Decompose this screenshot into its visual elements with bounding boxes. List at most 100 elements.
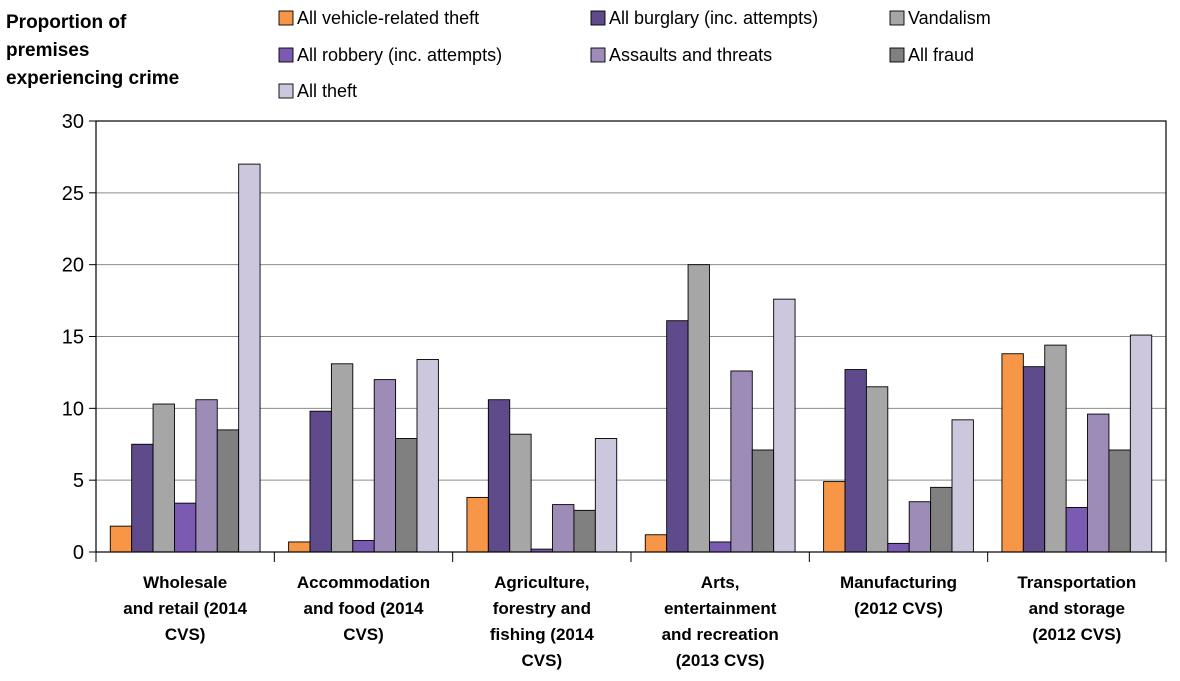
category-label: Transportation and storage (2012 CVS) bbox=[1017, 573, 1136, 644]
legend-swatch bbox=[278, 10, 294, 26]
category-labels: Wholesale and retail (2014 CVS)Accommodati… bbox=[123, 573, 1136, 670]
bar bbox=[330, 363, 354, 553]
legend-label: All vehicle-related theft bbox=[297, 8, 479, 28]
bar bbox=[373, 379, 397, 553]
bar bbox=[887, 542, 910, 553]
category-label-line: (2013 CVS) bbox=[676, 651, 765, 670]
legend-item: Assaults and threats bbox=[590, 45, 772, 65]
legend-label: All robbery (inc. attempts) bbox=[297, 45, 502, 65]
legend-swatch bbox=[889, 10, 905, 26]
bar bbox=[174, 502, 197, 553]
bar bbox=[238, 163, 261, 553]
y-tick-label: 0 bbox=[73, 542, 84, 564]
y-tick-label: 15 bbox=[62, 327, 84, 349]
bar bbox=[195, 399, 218, 553]
category-label: Agriculture, forestry and fishing (2014 CVS… bbox=[490, 573, 594, 670]
y-tick-label: 20 bbox=[62, 255, 84, 277]
category-label-line: Wholesale bbox=[143, 573, 227, 592]
bar bbox=[109, 525, 133, 553]
bar bbox=[773, 298, 796, 553]
bar bbox=[1001, 353, 1024, 553]
category-label: Arts, entertainment and recreation (2013 CV… bbox=[662, 573, 779, 670]
legend-item: All fraud bbox=[889, 45, 974, 65]
legend-item: All vehicle-related theft bbox=[278, 8, 479, 28]
y-axis-title-line-1: Proportion of bbox=[6, 12, 127, 33]
bar bbox=[416, 359, 439, 553]
legend-label: All burglary (inc. attempts) bbox=[609, 8, 818, 28]
bar bbox=[509, 433, 532, 553]
y-axis-title-line-2: premises bbox=[6, 40, 89, 61]
bar bbox=[666, 320, 689, 553]
category-label-line: and storage bbox=[1029, 599, 1125, 618]
category-label-line: forestry and bbox=[493, 599, 591, 618]
category-label-line: (2012 CVS) bbox=[854, 599, 943, 618]
category-label-line: Transportation bbox=[1017, 573, 1136, 592]
bar bbox=[644, 534, 668, 553]
category-label: Wholesale and retail (2014 CVS) bbox=[123, 573, 247, 644]
legend-label: All theft bbox=[297, 81, 357, 101]
category-label-line: entertainment bbox=[664, 599, 777, 618]
category-label-line: (2012 CVS) bbox=[1032, 625, 1121, 644]
legend-swatch bbox=[278, 83, 294, 99]
legend: All vehicle-related theft All burglary (i… bbox=[278, 8, 991, 101]
category-label-line: CVS) bbox=[343, 625, 384, 644]
bar bbox=[908, 501, 932, 553]
bar bbox=[1129, 334, 1153, 553]
bar bbox=[131, 443, 154, 553]
bar bbox=[395, 438, 418, 553]
bar bbox=[309, 410, 332, 553]
legend-swatch bbox=[889, 47, 905, 63]
legend-item: All theft bbox=[278, 81, 357, 101]
bar bbox=[951, 419, 974, 553]
legend-swatch bbox=[590, 47, 606, 63]
bar bbox=[1022, 366, 1046, 553]
bar bbox=[751, 449, 775, 553]
bar bbox=[865, 386, 889, 553]
bar bbox=[573, 509, 596, 553]
bar bbox=[823, 481, 846, 553]
bar bbox=[352, 540, 375, 553]
category-label-line: fishing (2014 bbox=[490, 625, 594, 644]
category-label-line: Arts, bbox=[701, 573, 740, 592]
y-tick-label: 5 bbox=[73, 470, 84, 492]
category-label-line: CVS) bbox=[522, 651, 563, 670]
legend-label: Assaults and threats bbox=[609, 45, 772, 65]
category-label: Accommodation and food (2014 CVS) bbox=[297, 573, 430, 644]
bar bbox=[1087, 413, 1110, 553]
category-label: Manufacturing (2012 CVS) bbox=[840, 573, 957, 618]
bar bbox=[844, 369, 867, 553]
bar bbox=[687, 264, 710, 553]
bar bbox=[152, 403, 175, 553]
category-label-line: Manufacturing bbox=[840, 573, 957, 592]
legend-item: All burglary (inc. attempts) bbox=[590, 8, 818, 28]
category-label-line: and recreation bbox=[662, 625, 779, 644]
y-axis-title-line-3: experiencing crime bbox=[6, 68, 179, 89]
bar bbox=[930, 486, 953, 553]
legend-swatch bbox=[590, 10, 606, 26]
y-tick-labels: 0 5 10 15 20 25 30 bbox=[62, 111, 84, 564]
category-label-line: and retail (2014 bbox=[123, 599, 247, 618]
bar bbox=[487, 399, 511, 553]
y-tick-label: 10 bbox=[62, 398, 84, 420]
bar bbox=[709, 541, 732, 553]
legend-swatch bbox=[278, 47, 294, 63]
y-tick-label: 30 bbox=[62, 111, 84, 133]
bar bbox=[1044, 344, 1067, 553]
bar bbox=[466, 496, 489, 553]
y-tick-label: 25 bbox=[62, 183, 84, 205]
category-label-line: Accommodation bbox=[297, 573, 430, 592]
legend-item: All robbery (inc. attempts) bbox=[278, 45, 502, 65]
bar bbox=[552, 504, 575, 553]
legend-label: Vandalism bbox=[908, 8, 991, 28]
bar bbox=[730, 370, 753, 553]
legend-item: Vandalism bbox=[889, 8, 991, 28]
category-label-line: Agriculture, bbox=[494, 573, 589, 592]
bar bbox=[1065, 507, 1088, 553]
bar bbox=[1108, 449, 1131, 553]
bars bbox=[109, 163, 1153, 553]
y-axis-title: Proportion of premises experiencing crim… bbox=[6, 12, 179, 89]
bar bbox=[594, 438, 618, 553]
category-label-line: CVS) bbox=[165, 625, 206, 644]
category-label-line: and food (2014 bbox=[304, 599, 425, 618]
